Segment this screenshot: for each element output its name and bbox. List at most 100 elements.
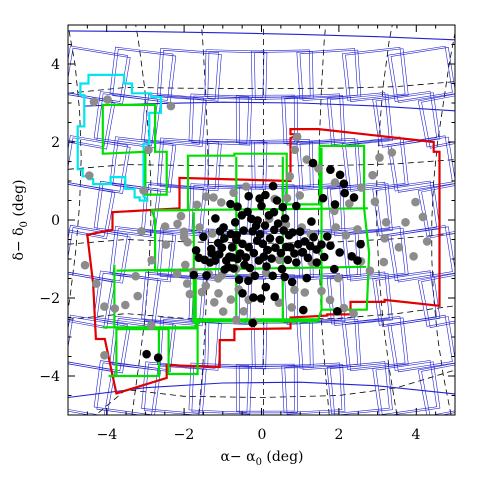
black-point	[333, 307, 342, 316]
black-point	[142, 349, 151, 359]
dashed-meridian-line	[68, 25, 82, 313]
gray-point	[146, 321, 156, 330]
pointing-tile	[68, 271, 116, 329]
gray-point	[210, 298, 219, 307]
black-point	[229, 264, 238, 273]
black-point	[207, 249, 217, 258]
gray-point	[133, 291, 142, 301]
gray-point	[160, 222, 170, 231]
plot-area	[68, 25, 455, 415]
gray-point	[103, 95, 112, 104]
black-point	[249, 248, 259, 258]
pointing-tile	[68, 182, 116, 240]
black-point	[259, 252, 269, 261]
black-point	[271, 243, 280, 252]
pointing-tile	[421, 91, 455, 149]
blue-arc-line	[85, 101, 455, 112]
pointing-tile	[390, 136, 455, 193]
pointing-tile	[417, 89, 455, 148]
y-axis-label: δ− δ0 (deg)	[11, 179, 30, 260]
gray-point	[147, 255, 156, 265]
black-point	[263, 245, 273, 255]
pointing-tile	[191, 364, 253, 415]
black-point	[250, 271, 260, 281]
gray-point	[387, 148, 397, 157]
pointing-tile	[254, 51, 314, 100]
pointing-tile	[96, 93, 161, 149]
gray-point	[110, 304, 120, 313]
gray-point	[314, 164, 323, 173]
black-point	[256, 294, 266, 303]
y-tick-label: 2	[51, 135, 60, 151]
black-point	[292, 201, 301, 211]
black-point	[215, 250, 224, 259]
pointing-tile	[387, 45, 453, 102]
y-tick-label: 4	[51, 57, 60, 73]
pointing-tile	[375, 361, 441, 415]
x-axis-label: α− α0 (deg)	[220, 449, 303, 468]
black-point	[319, 252, 329, 262]
black-point	[335, 248, 345, 257]
gray-point	[349, 309, 358, 318]
pointing-tile	[235, 363, 295, 412]
y-axis-label-subscript: 0	[19, 221, 30, 227]
pointing-tile	[68, 269, 113, 327]
gray-point	[330, 178, 340, 187]
gray-point	[201, 192, 211, 201]
black-point	[353, 256, 362, 265]
black-point	[276, 248, 286, 258]
black-point	[356, 239, 365, 249]
x-tick-label: −2	[174, 427, 195, 443]
black-point	[277, 264, 287, 274]
x-tick-label: 0	[258, 427, 267, 443]
black-point	[278, 202, 288, 212]
gray-point	[173, 219, 182, 229]
x-tick-label: −4	[97, 427, 118, 443]
dashed-parallel-line	[68, 81, 455, 94]
pointing-tile	[345, 317, 409, 372]
gray-point	[394, 243, 404, 252]
x-axis-label-main: α− α	[220, 449, 256, 465]
black-point	[244, 276, 253, 286]
pointing-tile	[68, 179, 113, 237]
dashed-parallel-line	[68, 159, 455, 170]
dashed-meridian-line	[198, 25, 209, 415]
black-point	[318, 193, 328, 203]
black-point	[233, 202, 242, 211]
pointing-tile	[372, 360, 438, 415]
pointing-tile	[329, 362, 393, 415]
black-point	[234, 275, 244, 285]
y-tick-label: 0	[51, 213, 60, 229]
black-point	[326, 165, 335, 174]
gray-point	[214, 289, 223, 298]
black-point	[230, 218, 240, 227]
gray-point	[282, 193, 292, 203]
gray-point	[418, 212, 428, 222]
black-point	[217, 243, 227, 252]
gray-point	[217, 198, 226, 207]
y-tick-label: −4	[39, 369, 60, 385]
gray-point	[339, 303, 349, 313]
pointing-tile	[284, 274, 346, 325]
black-point	[244, 191, 253, 201]
gray-point	[370, 197, 380, 206]
gray-point	[345, 199, 354, 208]
pointing-tile	[159, 49, 222, 102]
y-tick-label: −2	[39, 291, 60, 307]
gray-point	[295, 191, 305, 200]
black-point	[255, 230, 265, 239]
pointing-tile	[296, 137, 359, 189]
pointing-tile	[417, 358, 455, 415]
pointing-tile	[281, 93, 343, 144]
gray-point	[290, 145, 300, 155]
black-point	[248, 318, 257, 328]
gray-point	[131, 271, 140, 281]
gray-point	[195, 223, 204, 232]
pointing-tile	[191, 275, 253, 325]
gray-point	[137, 227, 146, 236]
gray-point	[218, 307, 228, 316]
black-point	[312, 258, 322, 267]
gray-point	[100, 351, 109, 360]
black-point	[268, 271, 278, 281]
